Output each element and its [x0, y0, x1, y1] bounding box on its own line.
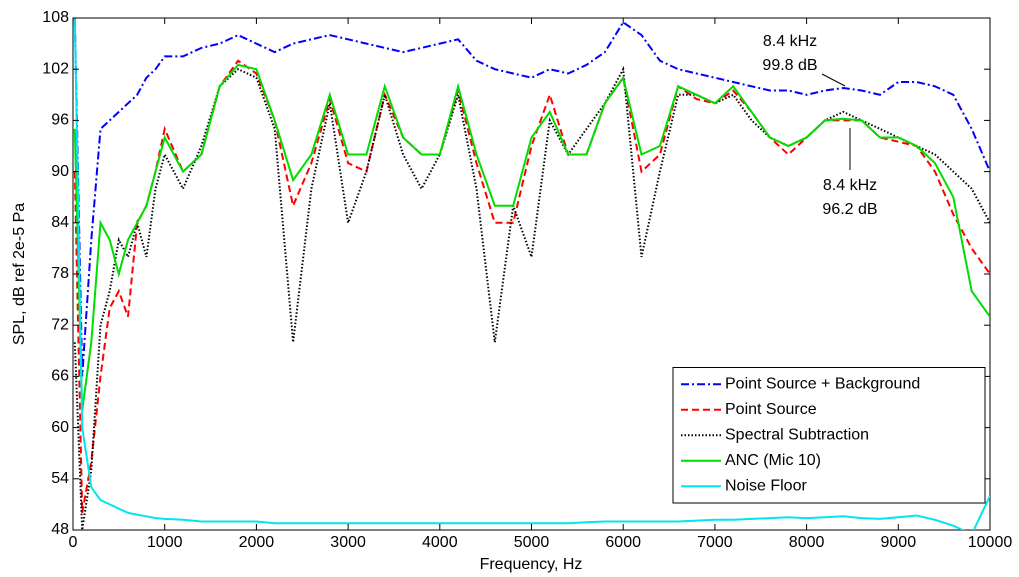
- legend-label: ANC (Mic 10): [725, 452, 821, 469]
- legend-label: Point Source + Background: [725, 375, 920, 392]
- annotation-text: 99.8 dB: [762, 57, 817, 74]
- y-tick-label: 60: [51, 419, 69, 436]
- x-axis-label: Frequency, Hz: [480, 556, 583, 573]
- y-tick-label: 108: [42, 9, 69, 26]
- x-tick-label: 4000: [422, 534, 458, 551]
- y-tick-label: 66: [51, 368, 69, 385]
- y-tick-label: 90: [51, 163, 69, 180]
- y-tick-label: 78: [51, 265, 69, 282]
- y-tick-label: 72: [51, 316, 69, 333]
- x-tick-label: 9000: [881, 534, 917, 551]
- y-tick-label: 84: [51, 214, 69, 231]
- x-tick-label: 8000: [789, 534, 825, 551]
- annotation-text: 8.4 kHz: [823, 177, 877, 194]
- annotation-text: 96.2 dB: [822, 201, 877, 218]
- y-tick-label: 102: [42, 60, 69, 77]
- y-tick-label: 54: [51, 470, 69, 487]
- series-line: [73, 63, 990, 411]
- x-tick-label: 1000: [147, 534, 183, 551]
- x-tick-label: 6000: [605, 534, 641, 551]
- series-line: [73, 18, 990, 530]
- y-tick-label: 48: [51, 521, 69, 538]
- y-axis-label: SPL, dB ref 2e-5 Pa: [11, 203, 28, 345]
- x-tick-label: 5000: [514, 534, 550, 551]
- annotation-arrow: [821, 73, 846, 87]
- x-tick-label: 10000: [968, 534, 1013, 551]
- x-tick-label: 7000: [697, 534, 733, 551]
- legend-box: [672, 367, 986, 504]
- legend-label: Noise Floor: [725, 477, 807, 494]
- annotation-text: 8.4 kHz: [763, 33, 817, 50]
- series-line: [73, 18, 990, 377]
- x-tick-label: 0: [69, 534, 78, 551]
- series-group: [73, 18, 990, 530]
- y-tick-label: 96: [51, 112, 69, 129]
- legend-label: Spectral Subtraction: [725, 426, 869, 443]
- x-tick-label: 2000: [239, 534, 275, 551]
- legend-label: Point Source: [725, 401, 817, 418]
- x-tick-label: 3000: [330, 534, 366, 551]
